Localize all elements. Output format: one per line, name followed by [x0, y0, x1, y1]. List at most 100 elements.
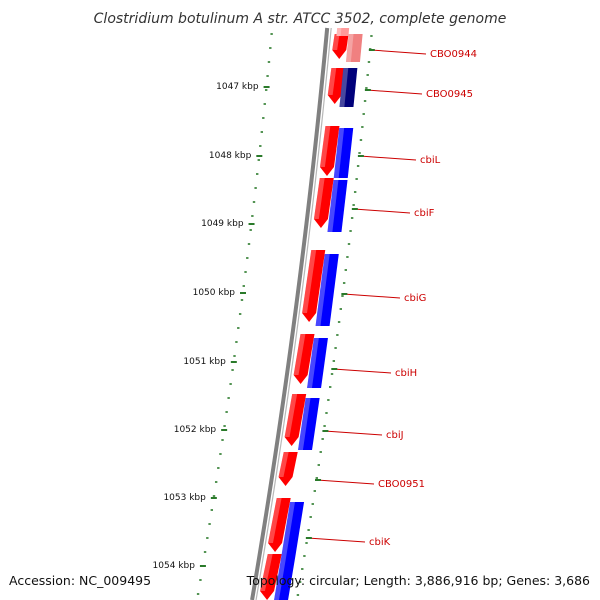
- feature-top-body: [336, 28, 350, 36]
- tick-dot: [349, 230, 352, 232]
- forward-feature-5-highlight: [302, 250, 317, 313]
- forward-feature-10-body: [260, 554, 282, 600]
- gene-leader-line: [343, 293, 401, 299]
- kbp-label: 1052 kbp: [174, 425, 217, 435]
- forward-feature-9-highlight: [268, 498, 282, 543]
- gene-leader-line: [333, 368, 392, 374]
- feature-light-1-highlight: [345, 34, 354, 62]
- tick-dot: [238, 313, 242, 315]
- tick-marks: [196, 33, 373, 596]
- tick-dot: [365, 87, 368, 89]
- gene-features: [260, 28, 363, 600]
- tick-dot: [334, 347, 337, 349]
- reverse-feature-3-body: [315, 254, 339, 326]
- tick-dot: [309, 516, 312, 518]
- gene-label: cbiF: [414, 208, 435, 219]
- kbp-label: 1047 kbp: [216, 82, 259, 92]
- tick-dot: [247, 243, 251, 245]
- tick-dot: [311, 503, 314, 505]
- accession-text: Accession: NC_009495: [9, 573, 152, 588]
- reverse-feature-6: [281, 502, 305, 556]
- tick-dot: [221, 439, 224, 441]
- tick-dot: [240, 299, 244, 301]
- reverse-feature-1-body: [333, 128, 354, 178]
- reverse-feature-7-highlight: [274, 556, 287, 600]
- reverse-feature-2-highlight: [327, 180, 339, 232]
- tick-dot: [339, 308, 342, 310]
- forward-feature-10: [260, 554, 282, 600]
- tick-dot: [199, 579, 202, 581]
- gene-label: CBO0944: [430, 49, 477, 60]
- forward-feature-8-highlight: [278, 452, 289, 477]
- tick-dot: [319, 451, 322, 453]
- tick-dot: [259, 145, 262, 147]
- tick-dot: [337, 321, 341, 323]
- reverse-feature-4-highlight: [307, 338, 319, 388]
- tick-dot: [210, 509, 214, 511]
- tick-dot: [330, 373, 334, 375]
- kbp-label: 1048 kbp: [209, 151, 252, 161]
- forward-feature-1-body: [332, 34, 349, 59]
- feature-top: [336, 28, 350, 36]
- forward-feature-4-body: [313, 178, 334, 228]
- forward-feature-9: [268, 498, 291, 552]
- kbp-label: 1054 kbp: [153, 561, 196, 571]
- gene-label: cbiG: [404, 293, 426, 304]
- tick-dot: [355, 178, 358, 180]
- tick-dot: [298, 581, 302, 583]
- tick-dot: [242, 285, 245, 287]
- tick-dot: [270, 33, 273, 35]
- tick-dot: [332, 360, 336, 362]
- tick-dot: [229, 383, 232, 385]
- topology-text: Topology: circular; Length: 3,886,916 bp…: [246, 573, 590, 588]
- tick-dot: [313, 490, 316, 492]
- reverse-feature-2-body: [327, 180, 348, 232]
- tick-dot: [366, 74, 369, 76]
- forward-feature-3-highlight: [319, 126, 331, 167]
- backbone-line: [250, 27, 330, 600]
- forward-feature-8: [278, 452, 298, 486]
- tick-dot: [342, 282, 346, 284]
- forward-feature-9-body: [268, 498, 291, 552]
- feature-top-highlight: [336, 28, 342, 36]
- tick-dot: [233, 355, 236, 357]
- reverse-feature-1: [333, 128, 354, 178]
- tick-dot: [361, 126, 364, 128]
- gene-leader-line: [359, 155, 417, 161]
- tick-dot: [225, 411, 228, 413]
- tick-dot: [223, 425, 226, 427]
- forward-feature-1: [332, 34, 349, 59]
- tick-dot: [235, 341, 238, 343]
- tick-dot: [358, 152, 361, 154]
- tick-dot: [214, 481, 218, 483]
- tick-dot: [356, 165, 360, 167]
- kbp-label: 1051 kbp: [183, 357, 226, 367]
- gene-leader-line: [366, 89, 423, 95]
- backbone: [250, 27, 332, 600]
- tick-dot: [321, 438, 324, 440]
- tick-dot: [363, 100, 367, 102]
- tick-dot: [328, 386, 332, 388]
- inner-tick-row: [196, 33, 273, 595]
- forward-feature-6-body: [293, 334, 315, 384]
- outer-tick-row: [296, 35, 373, 596]
- tick-dot: [262, 117, 265, 119]
- reverse-feature-3-highlight: [315, 254, 330, 326]
- tick-dot: [260, 131, 264, 133]
- reverse-feature-5-highlight: [298, 398, 311, 450]
- gene-label: CBO0951: [378, 479, 425, 490]
- gene-label: cbiJ: [386, 430, 404, 441]
- tick-dot: [203, 551, 207, 553]
- tick-dot: [323, 425, 326, 427]
- tick-dot: [367, 61, 371, 63]
- tick-dot: [254, 187, 257, 189]
- tick-dot: [296, 594, 300, 596]
- reverse-feature-5-body: [298, 398, 320, 450]
- forward-feature-2-highlight: [327, 68, 337, 95]
- tick-dot: [303, 555, 306, 557]
- tick-dot: [359, 139, 363, 141]
- tick-dot: [257, 159, 260, 161]
- tick-dot: [263, 103, 266, 105]
- feature-light-1: [345, 34, 363, 62]
- tick-dot: [269, 47, 272, 49]
